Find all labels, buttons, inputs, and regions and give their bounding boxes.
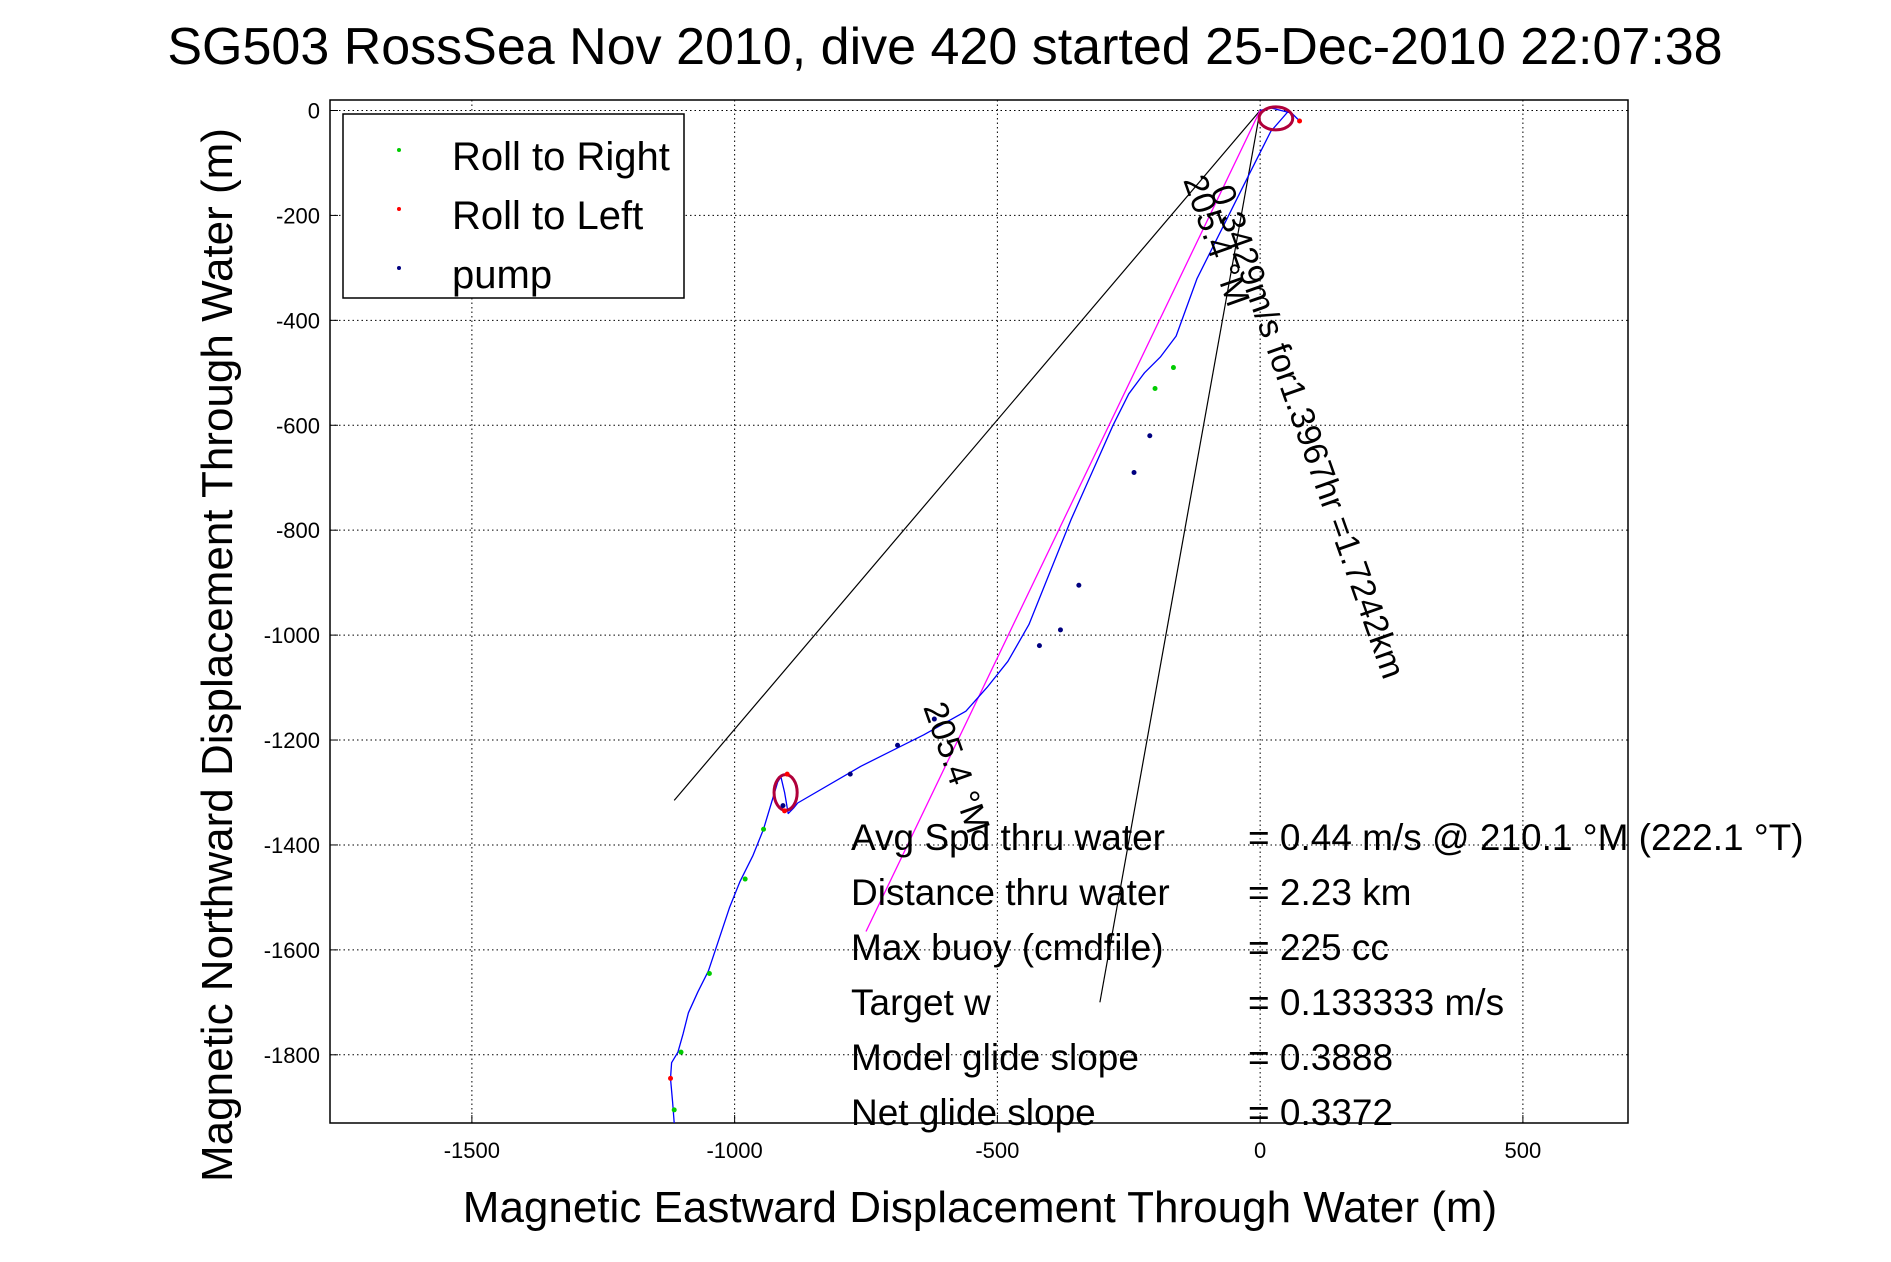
y-tick-label: -1200 bbox=[264, 728, 320, 753]
roll-right-point bbox=[1170, 365, 1176, 371]
stat-target-w-value: = 0.133333 m/s bbox=[1248, 982, 1504, 1023]
y-tick-label: -600 bbox=[276, 413, 320, 438]
plot-area-frame bbox=[329, 99, 1629, 1124]
track-line bbox=[669, 107, 1301, 1124]
roll-right-point bbox=[742, 876, 748, 882]
track-group bbox=[669, 107, 1301, 1124]
pump-point bbox=[1057, 627, 1063, 633]
y-tick-label: -400 bbox=[276, 308, 320, 333]
y-tick-label: 0 bbox=[308, 98, 320, 123]
pump-point bbox=[895, 742, 901, 748]
stat-max-buoy-label: Max buoy (cmdfile) bbox=[851, 927, 1164, 968]
stat-net-glide-label: Net glide slope bbox=[851, 1092, 1096, 1133]
stat-avg-speed-value: = 0.44 m/s @ 210.1 °M (222.1 °T) bbox=[1248, 817, 1804, 858]
legend-marker-roll-right bbox=[397, 148, 401, 152]
legend-marker-roll-left bbox=[397, 207, 401, 211]
chart-title: SG503 RossSea Nov 2010, dive 420 started… bbox=[167, 18, 1722, 76]
pump-point bbox=[1076, 582, 1082, 588]
roll-left-point bbox=[784, 771, 790, 777]
wedge-line bbox=[1099, 110, 1261, 1003]
pump-point bbox=[1147, 433, 1153, 439]
legend-label-roll-right: Roll to Right bbox=[452, 135, 670, 179]
stat-distance-value: = 2.23 km bbox=[1248, 872, 1412, 913]
y-tick-label: -1800 bbox=[264, 1043, 320, 1068]
y-tick-label: -200 bbox=[276, 203, 320, 228]
stat-target-w-label: Target w bbox=[851, 982, 991, 1023]
stat-net-glide-value: = 0.3372 bbox=[1248, 1092, 1393, 1133]
pump-point bbox=[780, 803, 786, 809]
x-tick-label: -1000 bbox=[706, 1138, 762, 1163]
pump-point bbox=[1036, 643, 1042, 649]
legend-marker-pump bbox=[397, 266, 401, 270]
heading-line-group bbox=[865, 110, 1261, 932]
x-axis-ticks: -1500 -1000 -500 0 500 bbox=[444, 1115, 1542, 1163]
x-tick-label: -1500 bbox=[444, 1138, 500, 1163]
stat-avg-speed-label: Avg Spd thru water bbox=[851, 817, 1165, 858]
roll-right-point bbox=[671, 1107, 677, 1113]
y-tick-label: -800 bbox=[276, 518, 320, 543]
legend-label-roll-left: Roll to Left bbox=[452, 194, 643, 238]
dive-stats: Avg Spd thru water = 0.44 m/s @ 210.1 °M… bbox=[851, 817, 1804, 1133]
roll-left-point bbox=[1297, 118, 1303, 124]
roll-right-point bbox=[1152, 386, 1158, 392]
y-tick-label: -1400 bbox=[264, 833, 320, 858]
y-tick-label: -1000 bbox=[264, 623, 320, 648]
y-axis-ticks: 0 -200 -400 -600 -800 -1000 -1200 -1400 -1600 -18… bbox=[264, 98, 338, 1068]
legend-label-pump: pump bbox=[452, 253, 552, 297]
x-tick-label: 500 bbox=[1505, 1138, 1542, 1163]
roll-right-point bbox=[706, 970, 712, 976]
stat-max-buoy-value: = 225 cc bbox=[1248, 927, 1389, 968]
pump-point bbox=[931, 716, 937, 722]
pump-point bbox=[847, 771, 853, 777]
roll-left-loop bbox=[1257, 105, 1295, 132]
y-tick-label: -1600 bbox=[264, 938, 320, 963]
wedge-line bbox=[673, 110, 1261, 801]
wedge-lines bbox=[673, 110, 1261, 1003]
legend: Roll to Right Roll to Left pump bbox=[342, 113, 685, 299]
roll-right-point bbox=[761, 826, 767, 832]
pump-point bbox=[1131, 469, 1137, 475]
x-tick-label: -500 bbox=[975, 1138, 1019, 1163]
roll-left-point bbox=[668, 1075, 674, 1081]
stat-distance-label: Distance thru water bbox=[851, 872, 1170, 913]
roll-left-point bbox=[782, 808, 788, 814]
x-tick-label: 0 bbox=[1254, 1138, 1266, 1163]
stat-model-glide-label: Model glide slope bbox=[851, 1037, 1139, 1078]
roll-right-point bbox=[678, 1049, 684, 1055]
stat-model-glide-value: = 0.3888 bbox=[1248, 1037, 1393, 1078]
heading-line bbox=[865, 110, 1261, 932]
x-axis-label: Magnetic Eastward Displacement Through W… bbox=[463, 1183, 1497, 1232]
grid-lines bbox=[330, 100, 1628, 1123]
marker-group bbox=[668, 105, 1303, 1113]
y-axis-label: Magnetic Northward Displacement Through … bbox=[193, 128, 242, 1182]
